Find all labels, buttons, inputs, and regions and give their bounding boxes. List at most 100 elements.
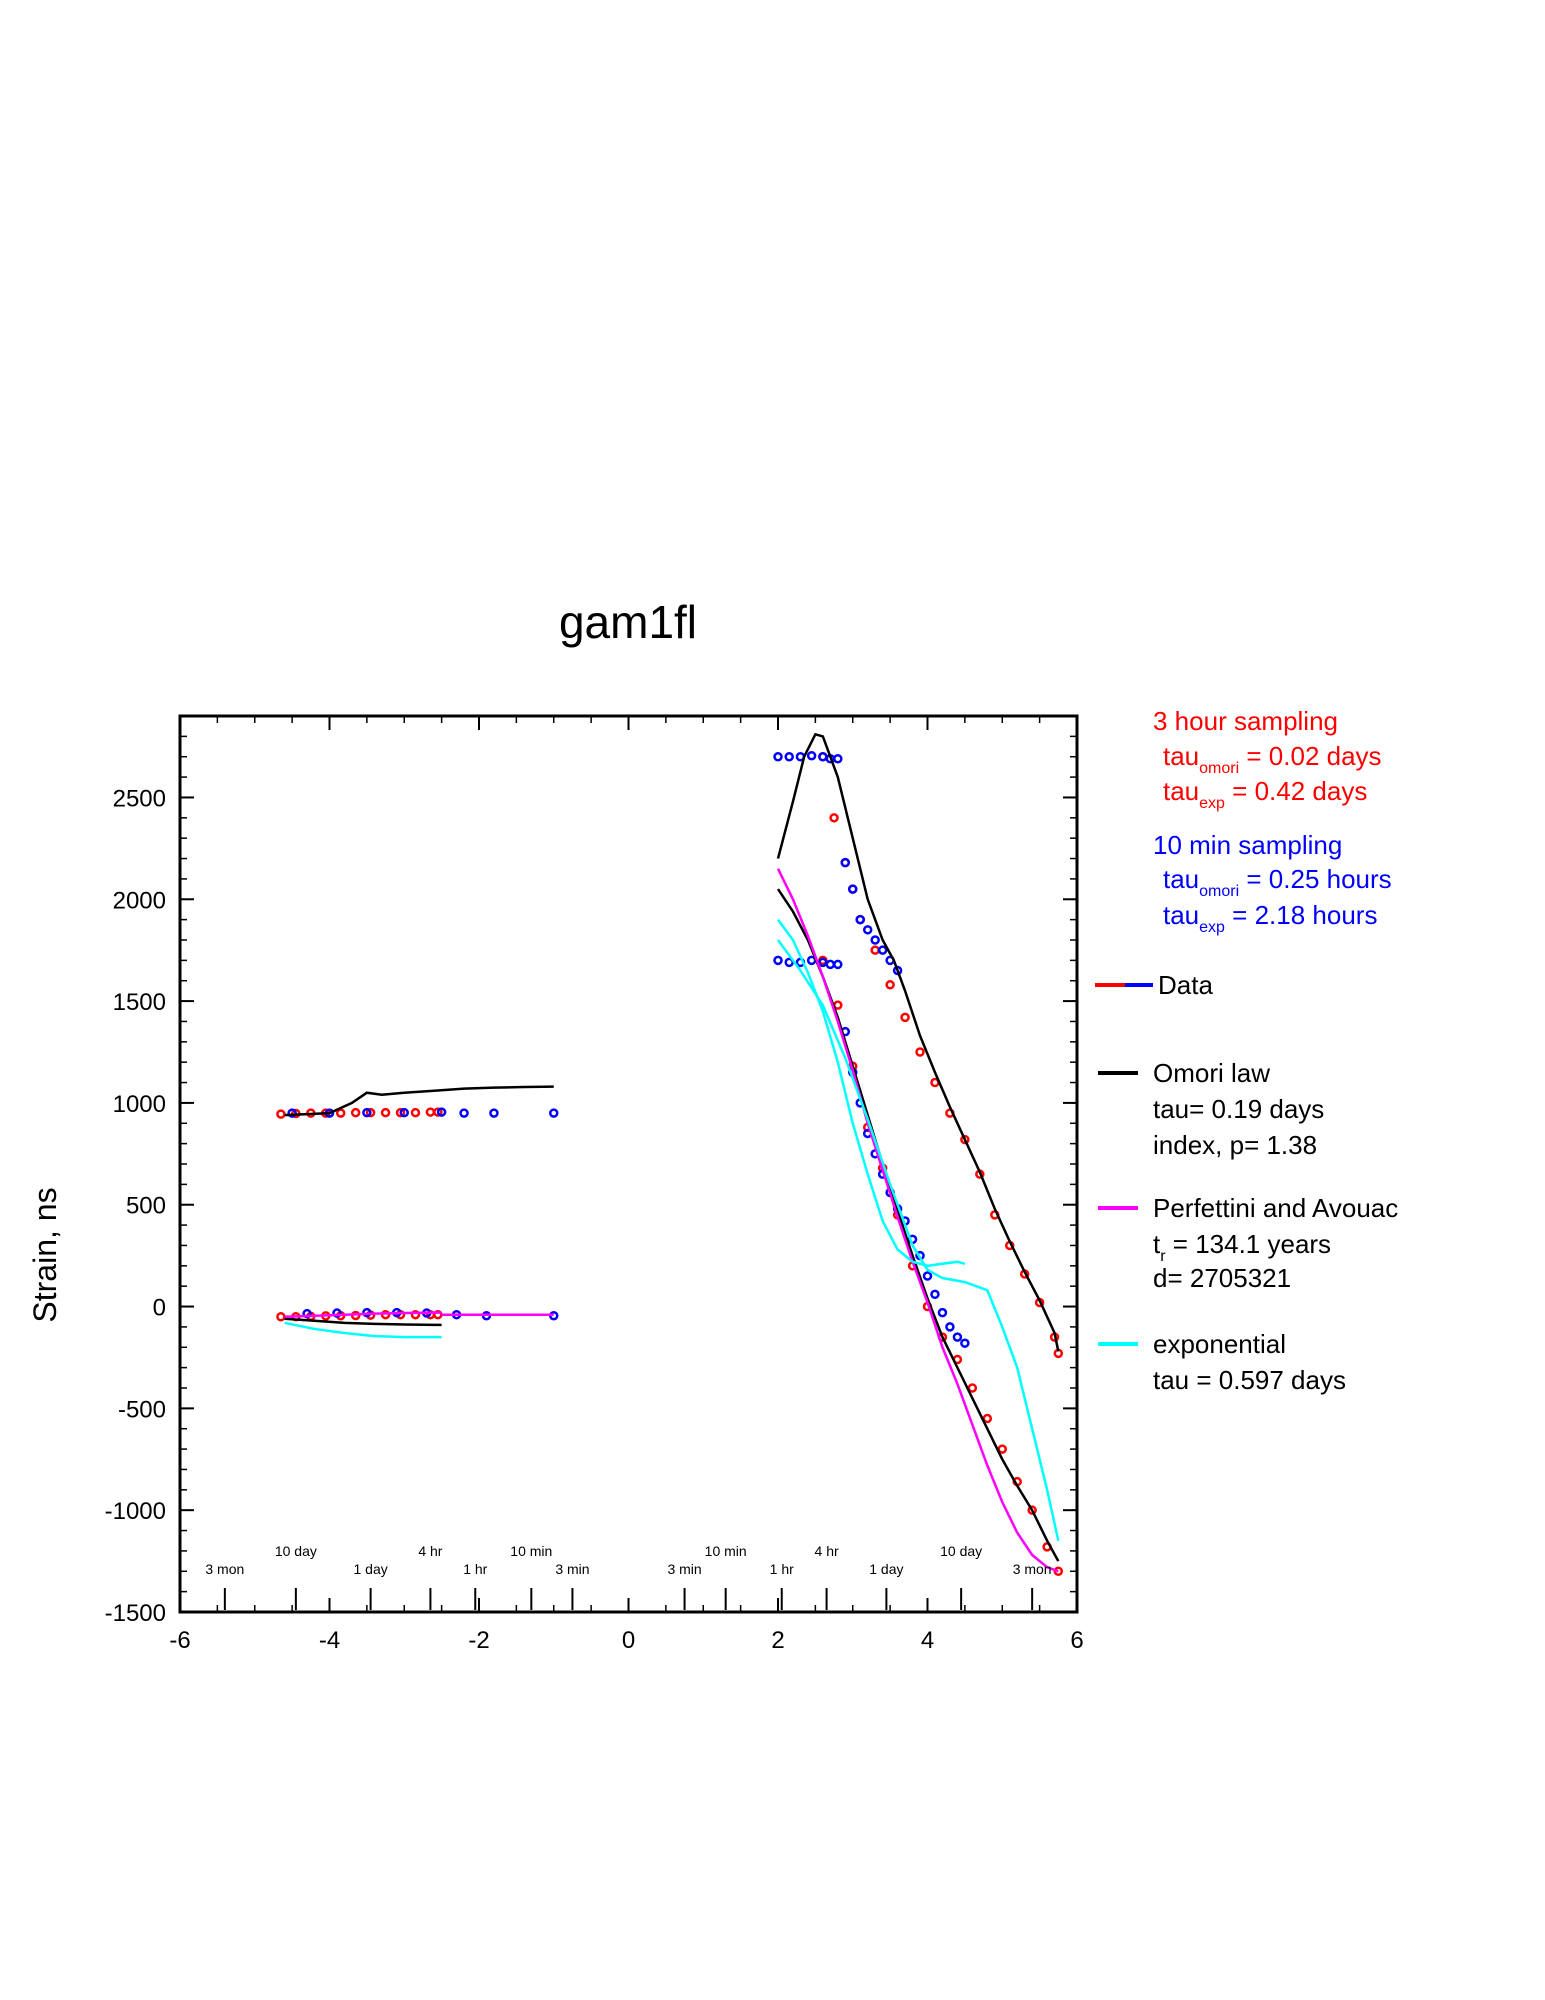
series-10-min-sampling-point [848, 884, 858, 894]
series-perfettini-and-avouac-line [284, 1311, 442, 1318]
legend-omori-p: index, p= 1.38 [1153, 1130, 1317, 1160]
duration-label: 3 mon [205, 1561, 244, 1577]
series-10-min-sampling-point [960, 1338, 970, 1348]
duration-label: 10 day [275, 1543, 317, 1559]
annotation-blue-omori: tauomori = 0.25 hours [1163, 864, 1392, 900]
series-exponential-line [776, 939, 1060, 1541]
series-3-hour-sampling-point [410, 1309, 421, 1320]
series-10-min-sampling-point [877, 945, 888, 955]
series-10-min-sampling-point [399, 1107, 409, 1118]
duration-label: 10 min [510, 1543, 552, 1559]
series-exponential-line [284, 1321, 442, 1339]
chart-title: gam1fl [559, 596, 697, 648]
series-exponential-line [776, 918, 966, 1268]
series-3-hour-sampling-point [365, 1107, 376, 1118]
plot-frame [178, 714, 1079, 1614]
series-3-hour-sampling-point [425, 1107, 436, 1117]
series-3-hour-sampling-point [276, 1109, 286, 1119]
series-10-min-sampling-point [922, 1271, 933, 1281]
series-3-hour-sampling-point [395, 1107, 406, 1118]
duration-label: 4 hr [815, 1543, 839, 1559]
series-omori-law-line [284, 1085, 554, 1117]
legend: Data Omori law tau= 0.19 days index, p= … [1095, 970, 1398, 1395]
series-3-hour-sampling-point [335, 1108, 346, 1118]
legend-omori-tau: tau= 0.19 days [1153, 1094, 1324, 1124]
series-10-min-sampling-point [549, 1108, 559, 1118]
annotation-red-group: 3 hour sampling tauomori = 0.02 days tau… [1153, 706, 1382, 812]
duration-label: 1 day [869, 1561, 903, 1577]
y-tick-label: -500 [118, 1396, 166, 1423]
annotation-blue-exp: tauexp = 2.18 hours [1163, 900, 1377, 936]
y-tick-label: -1500 [105, 1600, 166, 1627]
series-10-min-sampling-point [773, 955, 783, 966]
series-10-min-sampling-point [784, 957, 794, 968]
legend-perfettini-tr: tr = 134.1 years [1153, 1229, 1331, 1265]
series-3-hour-sampling-point [829, 813, 839, 823]
series-10-min-sampling-point [489, 1108, 499, 1118]
y-tick-label: 2500 [113, 785, 166, 812]
series-10-min-sampling-point [459, 1108, 469, 1118]
legend-perfettini-d: d= 2705321 [1153, 1263, 1291, 1293]
series-3-hour-sampling-point [960, 1134, 970, 1145]
plot-area: -6 -4 -2 0 2 4 6 -1500 -1000 -500 0 500 1000 1500 2000… [105, 714, 1084, 1654]
duration-label: 10 min [705, 1543, 747, 1559]
series-3-hour-sampling-point [380, 1107, 391, 1118]
y-axis-label: Strain, ns [27, 1187, 63, 1322]
x-tick-label: -6 [169, 1627, 190, 1654]
series-3-hour-sampling-point [870, 945, 880, 955]
x-tick-label: 6 [1070, 1627, 1083, 1654]
duration-label: 1 hr [463, 1561, 487, 1577]
legend-label-omori: Omori law [1153, 1058, 1270, 1088]
axis-ticks: -6 -4 -2 0 2 4 6 -1500 -1000 -500 0 500 1000 1500 2000… [105, 715, 1084, 1654]
series-10-min-sampling-point [287, 1108, 297, 1118]
x-tick-label: -4 [319, 1627, 340, 1654]
series-10-min-sampling-point [833, 959, 843, 970]
y-tick-label: 0 [153, 1295, 166, 1322]
legend-exponential-tau: tau = 0.597 days [1153, 1365, 1346, 1395]
series-10-min-sampling-point [855, 914, 865, 925]
series-omori-law-line [776, 888, 1060, 1562]
series-3-hour-sampling-point [410, 1107, 421, 1118]
series-10-min-sampling-point [825, 959, 836, 970]
annotation-blue-title: 10 min sampling [1153, 830, 1342, 860]
series-layer [276, 732, 1064, 1577]
series-3-hour-sampling-point [982, 1413, 993, 1424]
duration-label: 3 mon [1013, 1561, 1052, 1577]
series-omori-law-line [776, 732, 1060, 1352]
series-10-min-sampling-point [862, 925, 873, 935]
series-10-min-sampling-point [806, 750, 817, 761]
duration-label: 1 hr [770, 1561, 794, 1577]
series-perfettini-and-avouac-line [776, 868, 1059, 1573]
series-10-min-sampling-point [818, 957, 828, 968]
series-10-min-sampling-point [952, 1332, 963, 1342]
series-10-min-sampling-point [833, 754, 843, 764]
series-3-hour-sampling-point [915, 1047, 925, 1057]
duration-label: 1 day [353, 1561, 387, 1577]
y-tick-label: 2000 [113, 887, 166, 914]
series-3-hour-sampling-point [885, 980, 895, 990]
series-3-hour-sampling-point [967, 1383, 978, 1393]
annotation-red-exp: tauexp = 0.42 days [1163, 776, 1367, 812]
series-3-hour-sampling-point [433, 1309, 443, 1320]
series-10-min-sampling-point [870, 935, 880, 945]
series-10-min-sampling-point [930, 1289, 940, 1300]
series-10-min-sampling-point [937, 1307, 948, 1318]
y-tick-label: 1500 [113, 989, 166, 1016]
x-tick-label: -2 [468, 1627, 489, 1654]
legend-label-perfettini: Perfettini and Avouac [1153, 1193, 1398, 1223]
series-10-min-sampling-point [945, 1322, 955, 1332]
y-tick-label: 1000 [113, 1091, 166, 1118]
series-3-hour-sampling-point [900, 1012, 910, 1023]
x-tick-label: 0 [622, 1627, 635, 1654]
series-3-hour-sampling-point [997, 1444, 1007, 1454]
duration-label: 3 min [555, 1561, 589, 1577]
series-10-min-sampling-point [840, 857, 851, 868]
x-tick-label: 2 [771, 1627, 784, 1654]
series-10-min-sampling-point [818, 751, 828, 762]
x-tick-label: 4 [921, 1627, 934, 1654]
series-10-min-sampling-point [436, 1107, 447, 1117]
annotation-red-omori: tauomori = 0.02 days [1163, 741, 1382, 777]
y-tick-label: -1000 [105, 1498, 166, 1525]
